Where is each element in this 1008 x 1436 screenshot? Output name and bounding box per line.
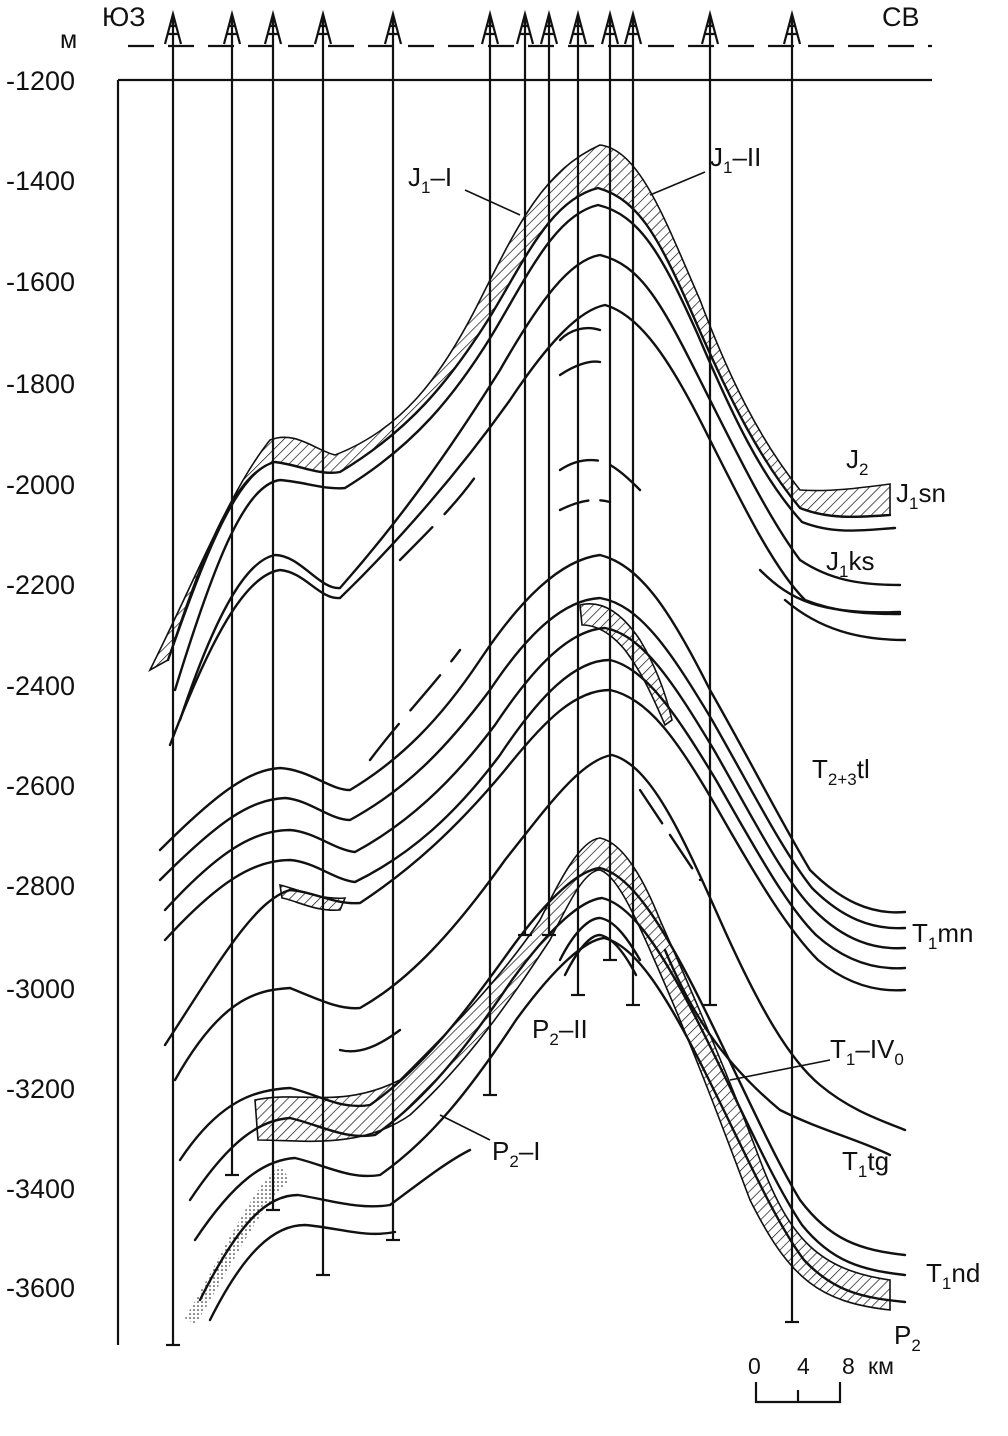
horizon-line: [178, 866, 907, 1257]
horizon-line: [638, 788, 702, 882]
scale-bar-line: [754, 1382, 842, 1404]
horizon-line: [198, 1148, 472, 1302]
hatched-layer-mid: [579, 603, 673, 727]
horizon-line: [163, 658, 907, 970]
horizon-line: [783, 598, 907, 642]
label-p2-ii: P2–II: [532, 1014, 588, 1049]
well: [782, 9, 802, 1324]
depth-axis: м -1200 -1400 -1600 -1800 -2000 -2200 -2…: [6, 26, 77, 1303]
tick-label: -1600: [6, 267, 75, 297]
leader-t1-iv0: [729, 1059, 831, 1081]
scale-label-8: 8: [842, 1353, 855, 1379]
tick-label: -3200: [6, 1074, 75, 1104]
tick-label: -3600: [6, 1273, 75, 1303]
tick-label: -3000: [6, 974, 75, 1004]
horizon-line: [178, 253, 902, 722]
horizon-line: [558, 360, 602, 377]
well: [383, 9, 403, 1242]
label-p2: P2: [894, 1320, 921, 1355]
tick-label: -1800: [6, 369, 75, 399]
well: [263, 9, 283, 1212]
well: [623, 9, 643, 1007]
formation-labels: J1–I J1–II J2 J1sn J1ks T2+3tl T1mn T1–I…: [408, 142, 980, 1355]
hatched-layer-j1: [148, 144, 891, 672]
scale-bar: 0 4 8 км: [748, 1353, 894, 1404]
horizon-line: [158, 553, 907, 914]
well: [700, 9, 720, 1007]
well: [163, 9, 183, 1347]
direction-northeast: СВ: [882, 2, 920, 32]
label-j2: J2: [846, 444, 868, 479]
horizon-line: [168, 303, 902, 747]
label-t1-iv0: T1–IV0: [830, 1034, 904, 1069]
horizon-line: [558, 458, 642, 492]
label-t1tg: T1tg: [842, 1146, 889, 1181]
horizon-line: [158, 596, 907, 930]
tick-label: -2600: [6, 771, 75, 801]
horizon-line: [398, 468, 482, 562]
label-t23tl: T2+3tl: [812, 754, 870, 789]
tick-label: -1200: [6, 66, 75, 96]
tick-label: -3400: [6, 1174, 75, 1204]
horizon-line: [188, 896, 907, 1277]
horizon-line: [163, 688, 907, 1047]
well: [568, 9, 588, 997]
horizon-line: [173, 203, 897, 692]
horizon-line: [558, 916, 642, 962]
tick-label: -1400: [6, 166, 75, 196]
wells: [163, 9, 802, 1347]
horizon-line: [368, 648, 462, 762]
direction-southwest: ЮЗ: [102, 2, 146, 32]
horizon-line: [758, 568, 902, 614]
label-j1sn: J1sn: [896, 478, 946, 513]
well: [515, 9, 535, 937]
horizon-line: [558, 498, 612, 512]
label-j1-ii: J1–II: [710, 142, 761, 177]
leader-p2-i: [439, 1114, 491, 1141]
tick-label: -2000: [6, 470, 75, 500]
horizon-line: [338, 1028, 402, 1053]
axis-unit: м: [60, 26, 77, 54]
leader-j1-ii: [649, 171, 706, 196]
scale-label-0: 0: [748, 1353, 761, 1379]
horizon-line: [166, 186, 892, 662]
well: [600, 9, 620, 962]
tick-label: -2200: [6, 570, 75, 600]
label-t1mn: T1mn: [912, 918, 973, 953]
dotted-layer-p2: [185, 1165, 290, 1325]
label-j1ks: J1ks: [826, 546, 874, 581]
hatched-layer-p2i: [254, 837, 891, 1311]
scale-label-4: 4: [797, 1353, 810, 1379]
hatched-layer-t1mn: [279, 883, 347, 911]
well: [480, 9, 500, 1097]
horizon-line: [563, 933, 638, 977]
leader-lines: [439, 171, 831, 1141]
horizon-line: [663, 948, 892, 1157]
label-j1-i: J1–I: [408, 162, 452, 197]
tick-label: -2800: [6, 871, 75, 901]
label-t1nd: T1nd: [926, 1258, 980, 1293]
leader-j1-i: [464, 189, 521, 216]
well: [222, 9, 242, 1177]
scale-unit: км: [868, 1353, 894, 1379]
label-p2-i: P2–I: [492, 1136, 541, 1171]
horizon-line: [163, 626, 907, 950]
horizon-line: [208, 1223, 397, 1322]
well: [313, 9, 333, 1277]
tick-label: -2400: [6, 671, 75, 701]
well: [539, 9, 559, 937]
